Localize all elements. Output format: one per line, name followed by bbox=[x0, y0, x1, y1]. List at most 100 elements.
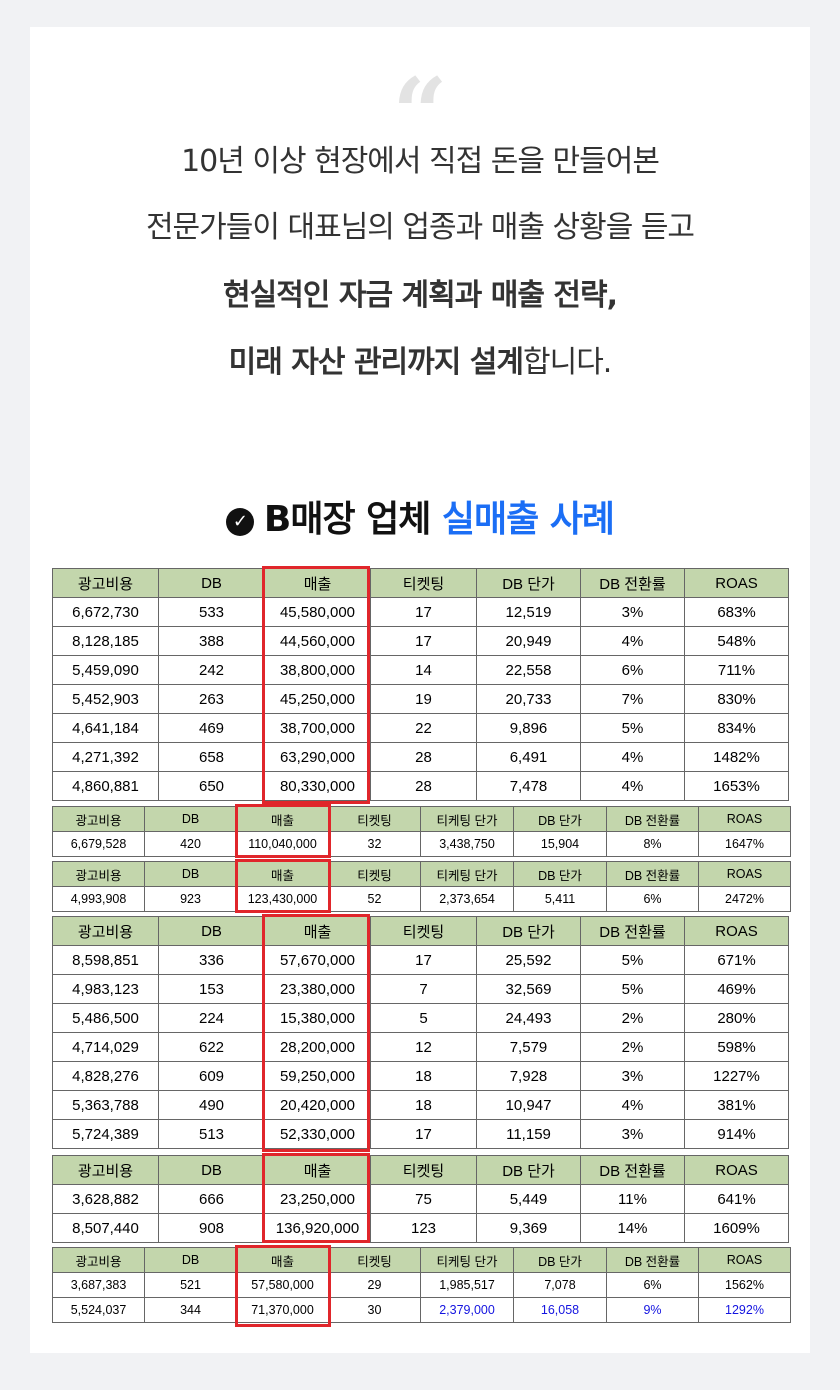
column-header: ROAS bbox=[698, 1247, 791, 1273]
table-row: 5,452,903 263 45,250,000 19 20,733 7% 830% bbox=[52, 684, 789, 714]
table-cell: 12 bbox=[370, 1032, 477, 1062]
table-cell: 914% bbox=[684, 1119, 789, 1149]
table-cell: 23,250,000 bbox=[264, 1184, 371, 1214]
table-cell: 242 bbox=[158, 655, 265, 685]
table-cell: 263 bbox=[158, 684, 265, 714]
table-cell: 5,363,788 bbox=[52, 1090, 159, 1120]
table-cell: 658 bbox=[158, 742, 265, 772]
table-cell: 28 bbox=[370, 771, 477, 801]
table-cell: 1609% bbox=[684, 1213, 789, 1243]
table-cell: 52,330,000 bbox=[264, 1119, 371, 1149]
table-cell: 63,290,000 bbox=[264, 742, 371, 772]
table-cell: 5,411 bbox=[513, 886, 607, 912]
table-cell: 5 bbox=[370, 1003, 477, 1033]
table-cell: 830% bbox=[684, 684, 789, 714]
table-cell: 5% bbox=[580, 974, 685, 1004]
column-header: 매출 bbox=[236, 1247, 329, 1273]
column-header: DB bbox=[158, 916, 265, 946]
table-cell: 683% bbox=[684, 597, 789, 627]
table-cell: 641% bbox=[684, 1184, 789, 1214]
table-cell: 28,200,000 bbox=[264, 1032, 371, 1062]
table-row: 5,459,090 242 38,800,000 14 22,558 6% 711% bbox=[52, 655, 789, 685]
table-cell: 5% bbox=[580, 945, 685, 975]
table-cell: 598% bbox=[684, 1032, 789, 1062]
table-cell: 123,430,000 bbox=[236, 886, 329, 912]
column-header: 광고비용 bbox=[52, 1247, 145, 1273]
column-header: ROAS bbox=[684, 916, 789, 946]
table-cell: 2,373,654 bbox=[420, 886, 514, 912]
column-header: 광고비용 bbox=[52, 806, 145, 832]
table-row: 5,486,500 224 15,380,000 5 24,493 2% 280% bbox=[52, 1003, 789, 1033]
table-cell: 20,420,000 bbox=[264, 1090, 371, 1120]
table-cell: 344 bbox=[144, 1297, 237, 1323]
column-header: ROAS bbox=[684, 1155, 789, 1185]
column-header: DB 전환률 bbox=[580, 568, 685, 598]
table-cell: 4,860,881 bbox=[52, 771, 159, 801]
table-row: 4,983,123 153 23,380,000 7 32,569 5% 469% bbox=[52, 974, 789, 1004]
table-cell: 469 bbox=[158, 713, 265, 743]
table-cell: 6,491 bbox=[476, 742, 581, 772]
table-cell: 3% bbox=[580, 1119, 685, 1149]
table-cell: 16,058 bbox=[513, 1297, 607, 1323]
table-cell: 71,370,000 bbox=[236, 1297, 329, 1323]
table-cell: 45,250,000 bbox=[264, 684, 371, 714]
table-row: 4,993,908 923 123,430,000 52 2,373,654 5,411 6… bbox=[52, 886, 791, 912]
table-row: 5,524,037 344 71,370,000 30 2,379,000 16,058 9… bbox=[52, 1297, 791, 1323]
table-cell: 923 bbox=[144, 886, 237, 912]
column-header: DB bbox=[158, 568, 265, 598]
table-cell: 75 bbox=[370, 1184, 477, 1214]
table-cell: 280% bbox=[684, 1003, 789, 1033]
table-cell: 513 bbox=[158, 1119, 265, 1149]
table-cell: 3% bbox=[580, 597, 685, 627]
column-header: 티켓팅 bbox=[328, 806, 421, 832]
table-row: 6,679,528 420 110,040,000 32 3,438,750 15,904… bbox=[52, 831, 791, 857]
table-row: 4,714,029 622 28,200,000 12 7,579 2% 598% bbox=[52, 1032, 789, 1062]
table-cell: 110,040,000 bbox=[236, 831, 329, 857]
intro-line-1: 10년 이상 현장에서 직접 돈을 만들어본 bbox=[181, 144, 660, 179]
table-cell: 3% bbox=[580, 1061, 685, 1091]
table-cell: 5,459,090 bbox=[52, 655, 159, 685]
column-header: 광고비용 bbox=[52, 568, 159, 598]
table-cell: 5% bbox=[580, 713, 685, 743]
table-cell: 336 bbox=[158, 945, 265, 975]
table-header-row: 광고비용 DB 매출 티켓팅 DB 단가 DB 전환률 ROAS bbox=[52, 1155, 789, 1185]
table-cell: 8,128,185 bbox=[52, 626, 159, 656]
table-cell: 11,159 bbox=[476, 1119, 581, 1149]
table-cell: 671% bbox=[684, 945, 789, 975]
intro-line-3-bold: 현실적인 자금 계획과 매출 전략, bbox=[223, 278, 618, 313]
table-cell: 388 bbox=[158, 626, 265, 656]
column-header: 매출 bbox=[236, 861, 329, 887]
table-cell: 4,983,123 bbox=[52, 974, 159, 1004]
table-cell: 4,641,184 bbox=[52, 713, 159, 743]
column-header: ROAS bbox=[698, 806, 791, 832]
column-header: DB 단가 bbox=[513, 1247, 607, 1273]
table-cell: 22,558 bbox=[476, 655, 581, 685]
column-header: DB 단가 bbox=[476, 916, 581, 946]
table-cell: 4% bbox=[580, 1090, 685, 1120]
table-cell: 14 bbox=[370, 655, 477, 685]
section-heading: ✓ B매장 업체 실매출 사례 bbox=[0, 490, 840, 542]
column-header: 티켓팅 bbox=[370, 568, 477, 598]
table-cell: 533 bbox=[158, 597, 265, 627]
intro-line-3: 현실적인 자금 계획과 매출 전략, bbox=[0, 270, 840, 314]
table-cell: 9,896 bbox=[476, 713, 581, 743]
column-header: 티켓팅 bbox=[370, 916, 477, 946]
table-row: 4,828,276 609 59,250,000 18 7,928 3% 1227% bbox=[52, 1061, 789, 1091]
sales-table-3: 광고비용 DB 매출 티켓팅 티케팅 단가 DB 단가 DB 전환률 ROAS 4,993,90… bbox=[52, 861, 791, 912]
table-cell: 6% bbox=[606, 1272, 699, 1298]
table-cell: 908 bbox=[158, 1213, 265, 1243]
table-cell: 1292% bbox=[698, 1297, 791, 1323]
table-cell: 5,452,903 bbox=[52, 684, 159, 714]
table-cell: 15,380,000 bbox=[264, 1003, 371, 1033]
column-header: ROAS bbox=[698, 861, 791, 887]
table-cell: 7,078 bbox=[513, 1272, 607, 1298]
column-header: 매출 bbox=[264, 916, 371, 946]
column-header: DB 단가 bbox=[476, 568, 581, 598]
table-cell: 7,579 bbox=[476, 1032, 581, 1062]
heading-text: B매장 업체 bbox=[263, 499, 442, 540]
table-cell: 45,580,000 bbox=[264, 597, 371, 627]
table-cell: 711% bbox=[684, 655, 789, 685]
table-cell: 52 bbox=[328, 886, 421, 912]
table-cell: 5,524,037 bbox=[52, 1297, 145, 1323]
table-header-row: 광고비용 DB 매출 티켓팅 티케팅 단가 DB 단가 DB 전환률 ROAS bbox=[52, 1247, 791, 1273]
